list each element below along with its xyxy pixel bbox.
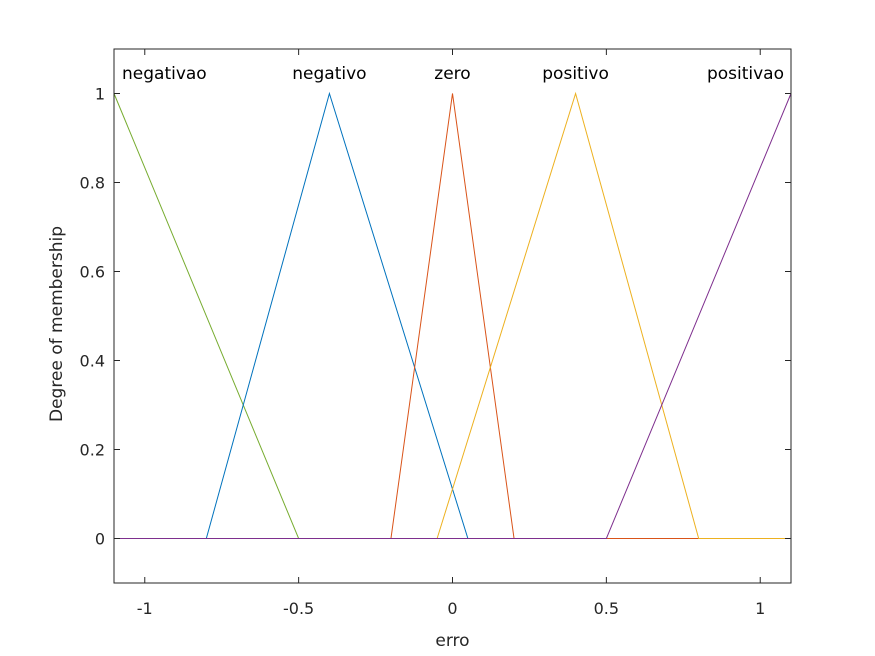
y-tick-label: 0.8 — [80, 174, 105, 193]
mf-label-negativo: negativo — [292, 64, 366, 84]
series-line-negativo — [114, 91, 791, 539]
series-line-negativao — [113, 93, 791, 539]
y-tick-label: 1 — [95, 85, 105, 104]
x-axis-label: erro — [435, 631, 469, 651]
x-tick-label: 0.5 — [594, 599, 619, 618]
y-tick-label: 0.2 — [80, 441, 105, 460]
x-tick-label: -1 — [137, 599, 153, 618]
mf-label-negativao: negativao — [122, 64, 207, 84]
series-line-positivo — [114, 91, 791, 539]
y-tick-label: 0.4 — [80, 352, 105, 371]
mf-label-layer: negativao negativo zero positivo positivao — [122, 64, 784, 84]
series-line-positivao — [114, 93, 792, 539]
y-tick-label: 0 — [95, 530, 105, 549]
mf-label-positivao: positivao — [707, 64, 784, 84]
x-tick-label: -0.5 — [283, 599, 314, 618]
series-layer — [113, 91, 792, 539]
y-axis-label: Degree of membership — [47, 226, 67, 422]
tick-layer: -1 -0.5 0 0.5 1 0 0.2 0.4 0.6 0.8 1 — [80, 49, 791, 618]
y-tick-label: 0.6 — [80, 263, 105, 282]
x-tick-label: 1 — [755, 599, 765, 618]
mf-label-positivo: positivo — [542, 64, 609, 84]
x-tick-label: 0 — [447, 599, 457, 618]
series-line-zero — [114, 93, 791, 539]
mf-label-zero: zero — [434, 64, 470, 84]
axes-box — [113, 48, 792, 584]
